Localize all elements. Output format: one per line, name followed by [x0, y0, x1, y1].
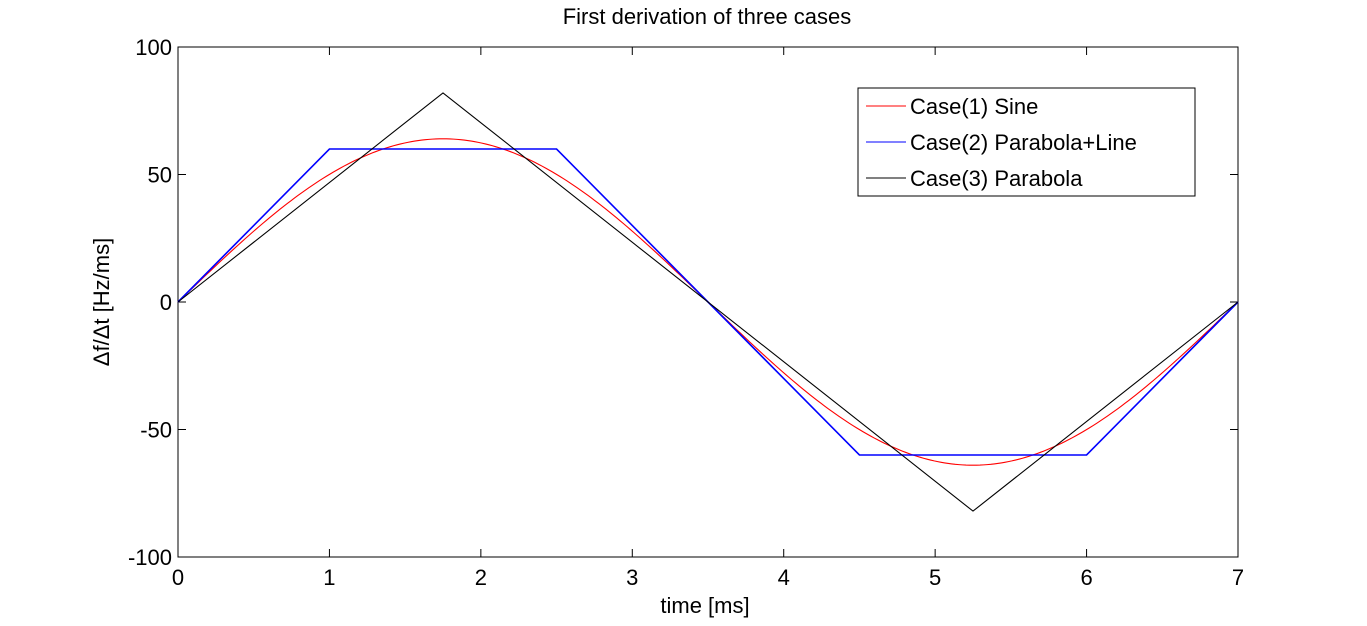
x-tick-label: 2 — [475, 565, 487, 590]
legend-label-case2: Case(2) Parabola+Line — [910, 130, 1137, 155]
y-tick-label: 100 — [135, 35, 172, 60]
legend: Case(1) Sine Case(2) Parabola+Line Case(… — [857, 87, 1196, 197]
legend-label-case3: Case(3) Parabola — [910, 166, 1083, 191]
y-tick-label: -100 — [128, 545, 172, 570]
legend-label-case1: Case(1) Sine — [910, 94, 1038, 119]
chart-title: First derivation of three cases — [563, 4, 852, 29]
legend-box — [857, 87, 1196, 197]
axis-ticks: 0 1 2 3 4 5 6 7 100 50 0 -50 -100 — [128, 35, 1244, 590]
y-tick-label: 0 — [160, 290, 172, 315]
y-axis-label: Δf/Δt [Hz/ms] — [89, 238, 114, 366]
x-axis-label: time [ms] — [660, 593, 749, 618]
x-tick-label: 0 — [172, 565, 184, 590]
x-tick-label: 7 — [1232, 565, 1244, 590]
series-case3-parabola-line — [177, 92, 1239, 512]
series-layer — [177, 92, 1239, 512]
x-tick-label: 4 — [778, 565, 790, 590]
x-tick-label: 5 — [929, 565, 941, 590]
x-tick-label: 6 — [1080, 565, 1092, 590]
y-tick-label: -50 — [140, 418, 172, 443]
x-tick-label: 1 — [323, 565, 335, 590]
y-tick-label: 50 — [148, 163, 172, 188]
x-tick-label: 3 — [626, 565, 638, 590]
